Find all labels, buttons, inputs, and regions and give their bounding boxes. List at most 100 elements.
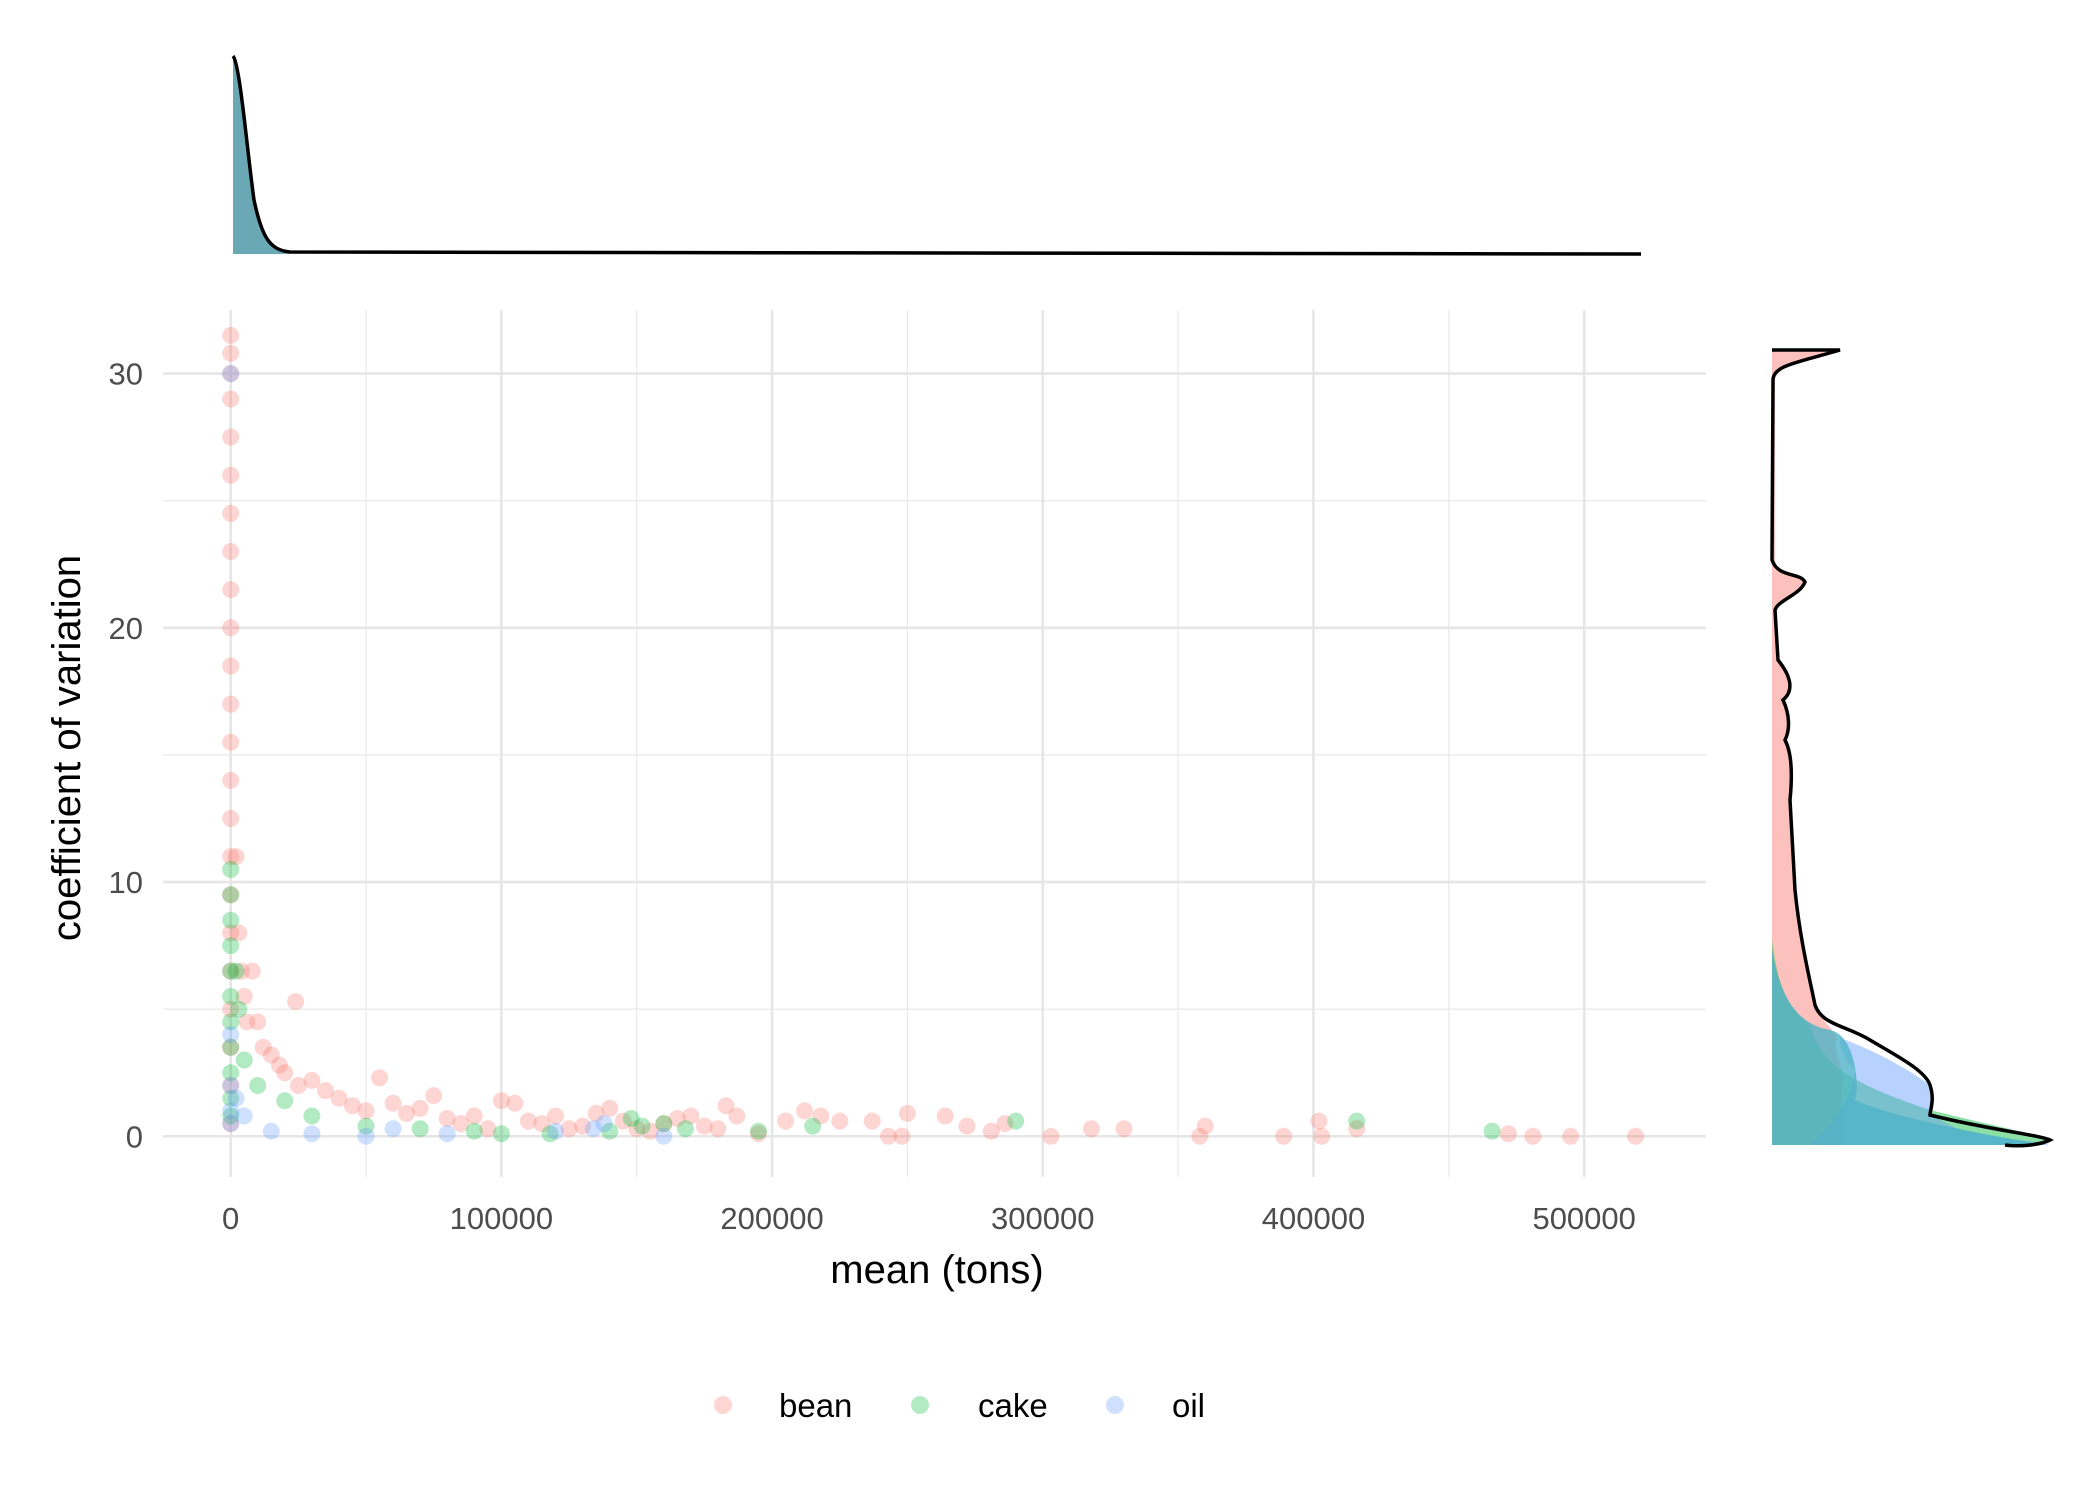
point-bean: [222, 1038, 240, 1056]
point-cake: [227, 962, 245, 980]
point-cake: [222, 1107, 240, 1125]
y-tick-label: 10: [109, 865, 143, 900]
point-bean: [249, 1013, 267, 1031]
point-bean: [709, 1120, 727, 1138]
point-bean: [1562, 1127, 1580, 1145]
point-bean: [222, 1000, 240, 1018]
legend-label-oil: oil: [1172, 1387, 1205, 1424]
point-bean: [1275, 1127, 1293, 1145]
point-oil: [655, 1127, 673, 1145]
point-bean: [438, 1110, 456, 1127]
top-density-line: [231, 54, 1642, 256]
point-bean: [222, 581, 240, 599]
point-bean: [222, 344, 240, 362]
point-oil: [222, 1115, 240, 1133]
point-bean: [254, 1038, 272, 1056]
legend-key-cake: [911, 1396, 929, 1414]
point-cake: [633, 1117, 651, 1135]
point-oil: [262, 1122, 280, 1140]
point-bean: [222, 1115, 240, 1133]
density-bean-fill: [1772, 350, 1843, 1145]
point-bean: [1115, 1120, 1133, 1138]
point-bean: [344, 1097, 361, 1115]
point-bean: [222, 848, 240, 866]
point-cake: [750, 1122, 767, 1140]
point-bean: [728, 1107, 746, 1125]
point-bean: [222, 543, 240, 560]
point-bean: [222, 619, 240, 637]
point-bean: [668, 1110, 686, 1127]
point-bean: [262, 1046, 280, 1064]
point-bean: [533, 1115, 551, 1133]
legend-key-oil: [1106, 1396, 1124, 1414]
point-bean: [898, 1104, 916, 1122]
point-oil: [222, 1026, 240, 1044]
point-bean: [936, 1107, 954, 1125]
point-bean: [235, 988, 253, 1005]
point-cake: [222, 886, 240, 904]
point-bean: [547, 1107, 564, 1125]
point-cake: [601, 1122, 619, 1140]
point-bean: [222, 466, 240, 484]
legend: bean cake oil: [714, 1387, 1205, 1424]
right-marginal-density: [1770, 348, 2054, 1148]
point-cake: [276, 1092, 294, 1110]
scatter-points: [222, 326, 1645, 1145]
y-axis-title: coefficient of variation: [45, 555, 89, 941]
point-bean: [1191, 1127, 1209, 1145]
point-bean: [1042, 1127, 1060, 1145]
point-bean: [519, 1112, 537, 1130]
point-bean: [717, 1097, 735, 1115]
point-bean: [958, 1117, 976, 1135]
point-bean: [384, 1094, 402, 1112]
point-bean: [238, 1013, 256, 1031]
point-bean: [222, 657, 240, 675]
point-oil: [584, 1120, 602, 1138]
point-cake: [541, 1125, 559, 1143]
point-bean: [452, 1115, 470, 1133]
point-bean: [371, 1069, 389, 1087]
point-bean: [682, 1107, 700, 1125]
point-cake: [222, 1064, 240, 1082]
x-tick-label: 300000: [991, 1201, 1094, 1236]
top-density-fill: [233, 56, 290, 254]
x-tick-label: 200000: [720, 1201, 823, 1236]
x-axis-ticks: 0 100000 200000 300000 400000 500000: [222, 1201, 1636, 1236]
point-oil: [227, 1089, 245, 1107]
point-bean: [796, 1102, 814, 1120]
point-bean: [222, 390, 240, 408]
point-bean: [222, 1077, 240, 1094]
point-bean: [411, 1099, 429, 1117]
point-cake: [222, 1013, 240, 1031]
point-oil: [222, 1077, 240, 1094]
point-bean: [222, 428, 240, 446]
point-bean: [777, 1112, 795, 1130]
point-cake: [465, 1122, 483, 1140]
point-bean: [1524, 1127, 1542, 1145]
point-bean: [270, 1056, 288, 1074]
point-oil: [547, 1122, 564, 1140]
point-bean: [695, 1117, 713, 1135]
point-bean: [996, 1115, 1014, 1133]
point-bean: [614, 1112, 632, 1130]
point-bean: [222, 504, 240, 522]
point-bean: [1627, 1127, 1645, 1145]
point-bean: [303, 1071, 321, 1089]
point-cake: [804, 1117, 822, 1135]
x-tick-label: 100000: [450, 1201, 553, 1236]
point-bean: [287, 993, 305, 1011]
point-oil: [357, 1127, 375, 1145]
point-bean: [357, 1102, 375, 1120]
point-bean: [222, 695, 240, 713]
point-bean: [222, 810, 240, 827]
point-bean: [222, 886, 240, 904]
point-bean: [831, 1112, 849, 1130]
top-marginal-density: [231, 54, 1642, 256]
y-tick-label: 30: [109, 357, 143, 392]
point-cake: [1483, 1122, 1501, 1140]
point-bean: [1348, 1120, 1366, 1138]
point-bean: [560, 1120, 578, 1138]
point-bean: [655, 1115, 673, 1133]
point-bean: [1313, 1127, 1331, 1145]
